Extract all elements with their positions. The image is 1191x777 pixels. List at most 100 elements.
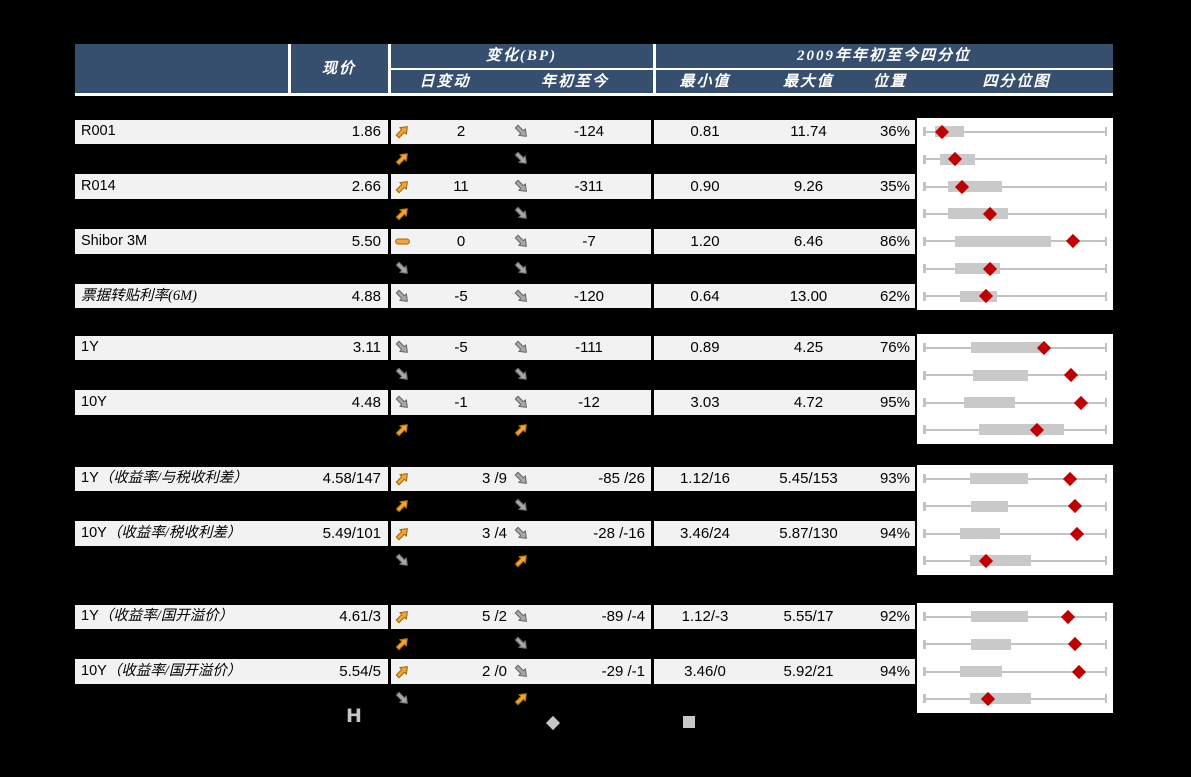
ytd-change-value: -12: [578, 393, 600, 411]
flat-dash-icon: [395, 238, 410, 245]
max-value: 5.92/21: [783, 662, 834, 680]
whisker-cap-left: [923, 291, 926, 301]
row-label: 1Y（收益率/国开溢价）: [81, 608, 234, 624]
boxplot-row: [917, 465, 1113, 492]
whisker-cap-right: [1104, 556, 1107, 566]
whisker-cap-left: [923, 370, 926, 380]
boxplot-row: [917, 200, 1113, 227]
table-row: 1Y 3.11 -5 -111 0.89 4.25 76%: [75, 334, 1113, 361]
down-arrow-icon: [395, 554, 408, 567]
row-background: [75, 521, 915, 546]
quartile-box: [947, 208, 1008, 220]
spacer-row: [75, 255, 1113, 282]
table-row: 10Y（收益率/国开溢价） 5.54/5 2 /0 -29 /-1 3.46/0 5.92…: [75, 658, 1113, 685]
quartile-chart-panel: [917, 603, 1113, 713]
min-value: 3.46/0: [684, 662, 726, 680]
table-row: R014 2.66 11 -311 0.90 9.26 35%: [75, 173, 1113, 200]
quartile-box: [978, 424, 1065, 436]
current-price-value: 5.49/101: [322, 524, 381, 542]
position-percent: 35%: [879, 177, 910, 195]
boxplot-row: [917, 416, 1113, 443]
quartile-box: [971, 611, 1028, 623]
position-percent: 94%: [879, 524, 910, 542]
quartile-box: [971, 638, 1012, 650]
quartile-chart-panel: [917, 334, 1113, 444]
table-row: R001 1.86 2 -124 0.81 11.74 36%: [75, 118, 1113, 145]
min-value: 0.81: [690, 123, 720, 140]
cell-divider: [388, 229, 391, 254]
quartile-box: [960, 666, 1003, 678]
cell-divider: [651, 119, 654, 144]
column-header-min: 最小值: [679, 74, 731, 90]
current-marker-diamond: [1069, 526, 1084, 541]
up-arrow-icon: [395, 208, 408, 221]
position-percent: 86%: [879, 232, 910, 250]
max-value: 5.87/130: [779, 524, 838, 542]
current-marker-diamond: [1073, 395, 1088, 410]
current-marker-diamond: [1066, 234, 1081, 249]
position-percent: 76%: [879, 339, 910, 356]
row-background: [75, 284, 915, 309]
position-percent: 36%: [879, 123, 910, 140]
down-arrow-icon: [395, 261, 408, 274]
current-price-value: 4.88: [351, 287, 381, 305]
whisker-cap-right: [1104, 236, 1107, 246]
ytd-change-value: -124: [573, 123, 605, 140]
whisker-line: [924, 267, 1106, 270]
quartile-box: [947, 181, 1003, 193]
header-divider: [390, 68, 653, 70]
cell-divider: [651, 521, 654, 546]
current-price-value: 2.66: [351, 177, 381, 195]
spacer-row: [75, 492, 1113, 519]
whisker-line: [924, 295, 1106, 298]
cell-divider: [388, 466, 391, 491]
day-change-value: 2: [456, 123, 466, 140]
current-price-value: 4.58/147: [322, 470, 381, 487]
spacer-row: [75, 547, 1113, 574]
row-label: 10Y（收益率/税收利差）: [81, 524, 242, 541]
down-arrow-icon: [514, 234, 527, 247]
row-background: [75, 174, 915, 199]
header-divider: [653, 44, 656, 94]
quartile-box: [969, 555, 1032, 567]
day-change-value: -5: [454, 339, 468, 356]
max-value: 9.26: [793, 177, 824, 195]
whisker-cap-right: [1104, 264, 1107, 274]
cell-divider: [651, 604, 654, 629]
up-arrow-icon: [395, 153, 408, 166]
cell-divider: [651, 466, 654, 491]
up-arrow-icon: [395, 126, 408, 139]
cell-divider: [651, 390, 654, 415]
position-percent: 62%: [879, 287, 910, 305]
column-header-max: 最大值: [782, 74, 834, 90]
whisker-cap-left: [923, 209, 926, 219]
whisker-cap-left: [923, 264, 926, 274]
legend-square-icon: [683, 716, 695, 728]
down-arrow-icon: [514, 526, 527, 539]
down-arrow-icon: [395, 692, 408, 705]
boxplot-row: [917, 361, 1113, 388]
row-label: R014: [81, 177, 116, 194]
boxplot-row: [917, 520, 1113, 547]
quartile-box: [954, 235, 1052, 247]
spacer-row: [75, 416, 1113, 443]
down-arrow-icon: [514, 395, 527, 408]
whisker-cap-left: [923, 154, 926, 164]
up-arrow-icon: [395, 611, 408, 624]
ytd-change-value: -7: [582, 232, 596, 250]
ytd-change-value: -85 /26: [598, 470, 645, 487]
boxplot-row: [917, 685, 1113, 712]
table-row: Shibor 3M 5.50 0 -7 1.20 6.46 86%: [75, 228, 1113, 255]
quartile-chart-panel: [917, 465, 1113, 575]
whisker-line: [924, 158, 1106, 161]
up-arrow-icon: [395, 500, 408, 513]
cell-divider: [651, 229, 654, 254]
table-row: 1Y（收益率/国开溢价） 4.61/3 5 /2 -89 /-4 1.12/-3 5.55…: [75, 603, 1113, 630]
row-background: [75, 604, 915, 629]
down-arrow-icon: [514, 124, 527, 137]
whisker-cap-left: [923, 667, 926, 677]
max-value: 11.74: [790, 123, 827, 140]
day-change-value: 11: [453, 177, 469, 195]
position-percent: 95%: [879, 393, 910, 411]
